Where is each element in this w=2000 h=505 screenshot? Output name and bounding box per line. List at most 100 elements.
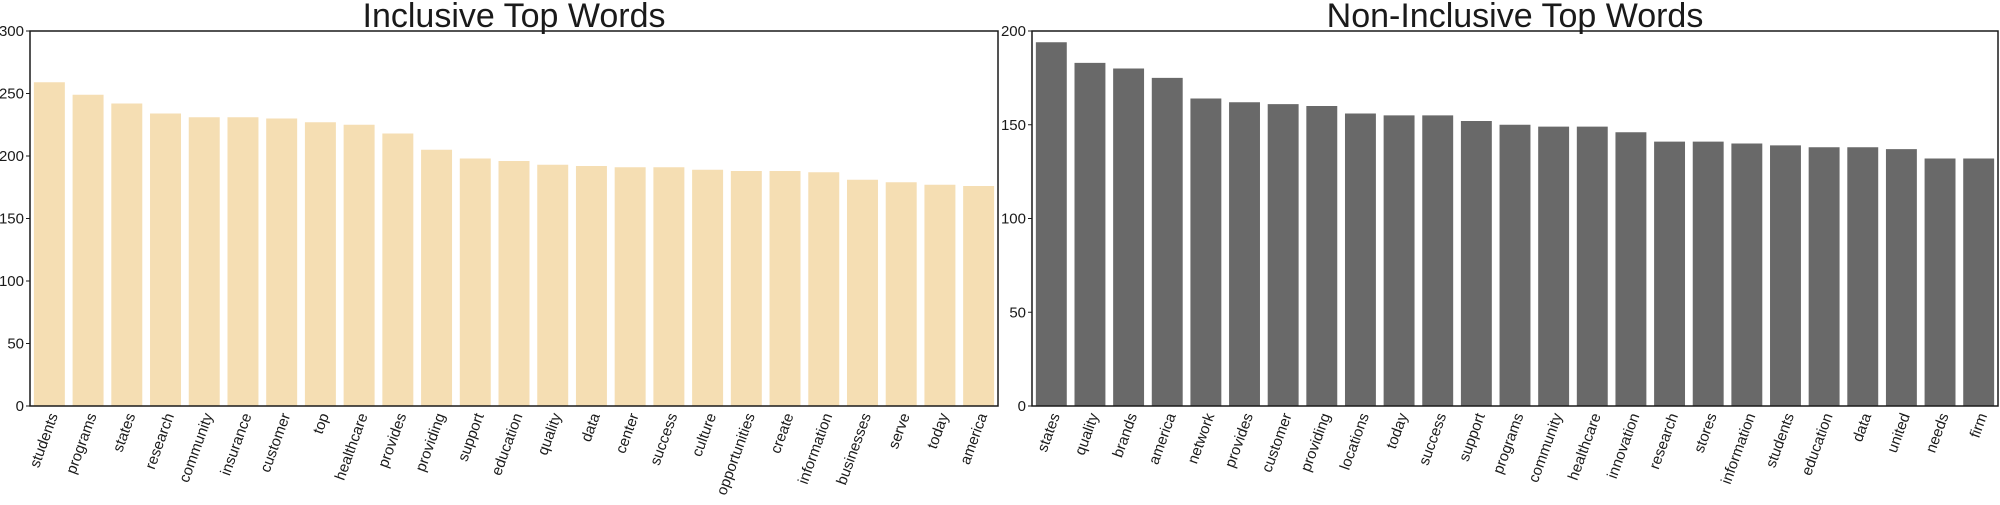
bar-opportunities	[730, 171, 762, 406]
bar-providing	[1306, 106, 1338, 406]
x-tick-label: research	[1646, 411, 1682, 472]
y-tick-label: 100	[0, 273, 24, 290]
bar-provides	[1229, 102, 1260, 406]
chart-2: Non-Inclusive Top Words 0 50 100 150 200 state…	[1001, 0, 1999, 487]
bar-provides	[382, 133, 414, 406]
bar-culture	[692, 169, 724, 406]
x-tick-label: support	[1456, 410, 1489, 464]
bar-center	[614, 167, 646, 406]
bar-data	[575, 166, 607, 406]
x-tick-label: providing	[412, 411, 449, 474]
bar-top	[304, 122, 336, 406]
x-tick-label: community	[176, 410, 217, 484]
y-tick-label: 150	[0, 211, 24, 228]
y-tick-label: 50	[7, 336, 24, 353]
bar-brands	[1113, 68, 1145, 406]
y-tick-label: 200	[1001, 23, 1026, 40]
bar-insurance	[227, 117, 259, 406]
x-tick-label: serve	[885, 411, 914, 451]
bar-create	[769, 171, 801, 406]
x-tick-label: top	[310, 411, 333, 436]
bar-success	[1422, 115, 1454, 406]
bar-today	[924, 184, 956, 406]
bar-education	[498, 161, 530, 406]
x-tick-label: community	[1525, 410, 1566, 484]
y-tick-label: 0	[1018, 398, 1026, 415]
x-tick-label: students	[1763, 411, 1798, 470]
bar-success	[653, 167, 685, 406]
bar-serve	[885, 182, 917, 406]
bar-data	[1847, 147, 1879, 406]
bar-customer	[1267, 104, 1299, 406]
x-tick-label: businesses	[833, 411, 875, 487]
x-tick-label: success	[1416, 411, 1451, 468]
chart-1: Inclusive Top Words 0 50 100 150 200 250 300 stu…	[0, 0, 999, 497]
bar-community	[1538, 126, 1570, 406]
x-tick-label: states	[110, 411, 140, 454]
bar-programs	[72, 94, 104, 406]
x-tick-label: data	[1849, 410, 1875, 444]
x-tick-label: customer	[1259, 411, 1296, 475]
bar-providing	[421, 149, 453, 406]
x-tick-label: today	[924, 410, 953, 451]
x-tick-label: programs	[63, 411, 101, 476]
x-tick-label: customer	[257, 411, 294, 475]
x-tick-label: create	[767, 411, 797, 456]
bar-information	[808, 172, 840, 406]
y-tick-label: 150	[1001, 117, 1026, 134]
bar-stores	[1692, 141, 1724, 406]
bar-community	[188, 117, 220, 406]
bar-support	[459, 158, 491, 406]
x-tick-label: research	[142, 411, 178, 472]
y-tick-label: 50	[1009, 304, 1026, 321]
x-tick-label: programs	[1490, 411, 1528, 476]
x-tick-label: education	[1798, 411, 1836, 478]
bar-healthcare	[343, 124, 375, 406]
x-tick-label: states	[1034, 411, 1064, 454]
bar-needs	[1924, 158, 1956, 406]
x-tick-label: provides	[375, 411, 410, 470]
y-tick-label: 200	[0, 148, 24, 165]
bar-quality	[537, 164, 569, 406]
y-tick-label: 300	[0, 23, 24, 40]
x-tick-label: stores	[1691, 411, 1721, 455]
bar-states	[111, 103, 143, 406]
x-tick-label: data	[578, 410, 604, 444]
x-tick-label: support	[455, 410, 488, 464]
x-tick-label: today	[1383, 410, 1412, 451]
x-tick-label: information	[1718, 411, 1759, 487]
x-tick-label: america	[1146, 410, 1180, 467]
x-tick-label: education	[488, 411, 526, 478]
y-tick-label: 250	[0, 86, 24, 103]
x-tick-label: united	[1884, 411, 1914, 455]
bar-healthcare	[1576, 126, 1608, 406]
bar-programs	[1499, 124, 1531, 406]
bar-locations	[1344, 113, 1376, 406]
bar-information	[1731, 143, 1763, 406]
y-tick-label: 100	[1001, 211, 1026, 228]
x-tick-label: firm	[1967, 411, 1992, 440]
x-tick-label: providing	[1297, 411, 1334, 474]
bar-research	[1654, 141, 1686, 406]
bar-today	[1383, 115, 1415, 406]
x-tick-label: center	[612, 411, 642, 456]
chart-title: Inclusive Top Words	[363, 0, 666, 35]
bar-firm	[1963, 158, 1995, 406]
bar-network	[1190, 98, 1222, 406]
x-tick-label: information	[795, 411, 836, 487]
bar-united	[1885, 149, 1917, 406]
x-tick-label: quality	[534, 410, 565, 457]
x-tick-label: locations	[1337, 411, 1373, 472]
bar-support	[1460, 121, 1492, 406]
bar-america	[963, 186, 995, 406]
x-tick-label: students	[26, 411, 61, 470]
x-tick-label: needs	[1923, 411, 1953, 455]
x-tick-label: network	[1184, 410, 1218, 466]
x-tick-label: brands	[1109, 411, 1141, 460]
bar-customer	[266, 118, 298, 406]
bar-innovation	[1615, 132, 1647, 406]
chart-title: Non-Inclusive Top Words	[1327, 0, 1704, 35]
x-tick-label: success	[647, 411, 682, 468]
x-tick-label: insurance	[217, 411, 255, 478]
